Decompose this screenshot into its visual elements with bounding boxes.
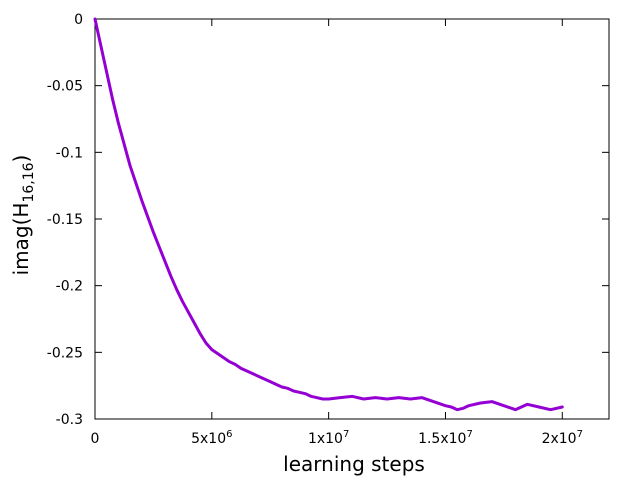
- data-point: [292, 389, 295, 393]
- data-point: [146, 215, 149, 218]
- data-point: [432, 400, 435, 403]
- data-point: [490, 400, 494, 403]
- data-point: [280, 385, 284, 389]
- data-point: [526, 403, 529, 406]
- data-point: [99, 44, 103, 47]
- data-point: [140, 199, 143, 202]
- y-tick-label: -0.25: [47, 345, 83, 361]
- data-point: [455, 408, 459, 411]
- data-point: [304, 392, 307, 395]
- data-point: [450, 405, 453, 409]
- data-point: [298, 391, 301, 394]
- y-axis-label: imag(H16,16): [9, 155, 37, 276]
- data-point: [309, 395, 313, 398]
- data-point: [134, 181, 138, 185]
- data-point: [128, 164, 132, 167]
- data-point: [257, 375, 260, 378]
- data-point: [397, 396, 400, 399]
- data-point: [228, 360, 231, 363]
- data-point: [315, 396, 319, 399]
- data-point: [233, 363, 237, 366]
- data-point: [274, 383, 278, 386]
- data-point: [420, 396, 424, 399]
- data-point: [245, 369, 249, 373]
- data-point: [339, 396, 342, 399]
- series-layer: [93, 17, 564, 412]
- y-tick-label: -0.15: [47, 212, 83, 228]
- data-point: [514, 408, 517, 411]
- data-point: [269, 380, 272, 383]
- data-point: [175, 288, 178, 291]
- data-point: [385, 397, 389, 401]
- data-point: [222, 356, 225, 359]
- data-point: [374, 396, 377, 399]
- data-point: [251, 372, 254, 375]
- data-point: [537, 405, 541, 409]
- series-line: [93, 17, 564, 412]
- data-point: [216, 352, 219, 355]
- x-axis-label: learning steps: [283, 452, 425, 476]
- x-tick-label: 1x107: [308, 429, 349, 447]
- data-point: [123, 143, 126, 146]
- data-point: [467, 404, 471, 407]
- x-axis-ticks: 0 5x106 1x107 1.5x107 2x107: [91, 19, 583, 447]
- data-point: [163, 260, 167, 263]
- y-axis-label-subscript: 16,16: [21, 162, 37, 202]
- plot-frame-layer: [94, 18, 610, 420]
- data-point: [461, 407, 465, 410]
- data-point: [444, 404, 447, 407]
- data-point: [327, 397, 330, 401]
- data-point: [239, 367, 243, 370]
- y-tick-label: -0.2: [56, 279, 83, 295]
- x-tick-label: 1.5x107: [418, 429, 473, 447]
- data-point: [321, 397, 324, 401]
- data-point: [117, 121, 120, 125]
- data-point: [561, 405, 564, 409]
- data-point: [158, 245, 161, 249]
- x-tick-label: 2x107: [542, 429, 583, 447]
- data-point: [409, 397, 412, 401]
- y-axis-label-base: imag(H: [9, 203, 33, 276]
- data-point: [111, 97, 114, 101]
- y-axis-ticks: 0 -0.05 -0.1 -0.15 -0.2 -0.25 -0.3: [47, 12, 609, 428]
- data-point: [169, 275, 173, 278]
- data-point: [204, 341, 208, 345]
- data-point: [210, 348, 214, 351]
- data-point: [350, 395, 354, 398]
- x-tick-label: 0: [91, 431, 100, 447]
- y-axis-label-close: ): [9, 155, 33, 163]
- data-point: [181, 300, 184, 303]
- data-point: [198, 332, 202, 335]
- x-tick-label: 5x106: [191, 429, 232, 447]
- data-point: [152, 231, 155, 234]
- data-point: [549, 408, 552, 411]
- data-point: [187, 311, 190, 314]
- plot-frame: [94, 18, 610, 420]
- data-point: [105, 71, 108, 74]
- data-point: [93, 17, 97, 21]
- data-point: [362, 397, 365, 401]
- y-tick-label: -0.3: [56, 412, 83, 428]
- y-tick-label: 0: [74, 12, 83, 28]
- y-tick-label: -0.05: [47, 79, 83, 95]
- data-point: [263, 377, 266, 381]
- data-point: [479, 401, 482, 405]
- y-tick-label: -0.1: [56, 145, 83, 161]
- data-point: [286, 387, 289, 390]
- data-point: [193, 321, 196, 325]
- data-point: [502, 404, 506, 407]
